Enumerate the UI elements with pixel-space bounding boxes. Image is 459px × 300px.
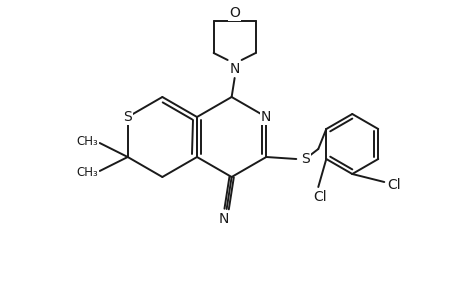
Text: N: N: [218, 212, 228, 226]
Text: Cl: Cl: [386, 178, 400, 192]
Text: S: S: [301, 152, 309, 166]
Text: N: N: [261, 110, 271, 124]
Text: CH₃: CH₃: [76, 167, 97, 179]
Text: Cl: Cl: [313, 190, 326, 204]
Text: S: S: [123, 110, 132, 124]
Text: N: N: [229, 62, 239, 76]
Text: O: O: [229, 5, 240, 20]
Text: CH₃: CH₃: [76, 134, 97, 148]
